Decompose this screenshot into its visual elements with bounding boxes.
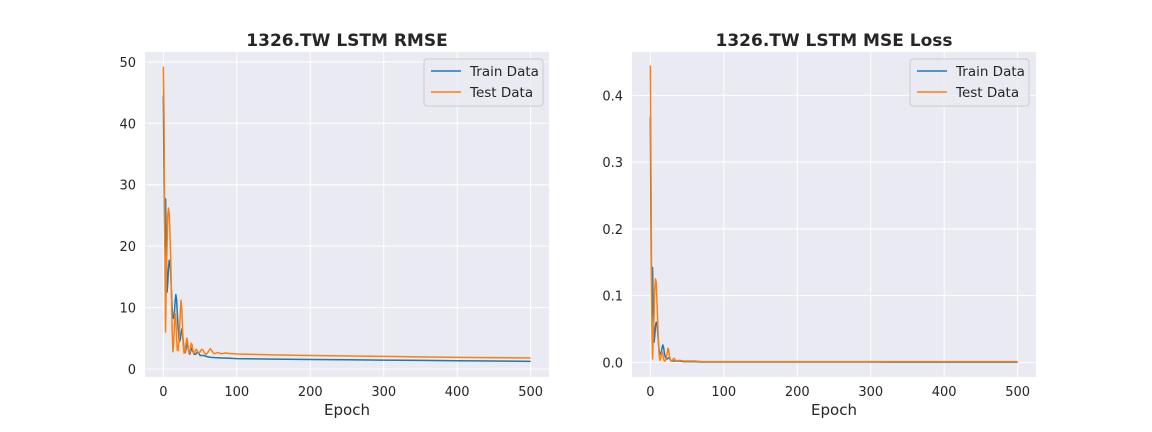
y-tick-label: 20 xyxy=(119,240,136,255)
x-tick-labels: 0 100 200 300 400 500 xyxy=(159,385,543,400)
series-line-test xyxy=(162,66,531,359)
y-tick-labels: 0 10 20 30 40 50 xyxy=(119,56,136,378)
grid-lines xyxy=(145,52,549,377)
rmse-chart-panel: 0 10 20 30 40 50 0 100 200 300 400 500 1326.TW LST… xyxy=(119,31,549,419)
chart-title: 1326.TW LSTM MSE Loss xyxy=(716,31,953,51)
legend-label-train: Train Data xyxy=(955,64,1025,80)
x-tick-labels: 0 100 200 300 400 500 xyxy=(646,385,1030,400)
x-tick-label: 400 xyxy=(932,385,957,400)
x-axis-label: Epoch xyxy=(811,401,857,419)
legend: Train Data Test Data xyxy=(909,58,1030,107)
x-tick-label: 200 xyxy=(785,385,810,400)
x-tick-label: 400 xyxy=(445,385,470,400)
y-tick-label: 10 xyxy=(119,302,136,317)
y-tick-label: 40 xyxy=(119,117,136,132)
x-tick-label: 300 xyxy=(858,385,883,400)
y-tick-label: 30 xyxy=(119,179,136,194)
y-tick-label: 0.0 xyxy=(602,356,623,371)
y-tick-label: 0 xyxy=(128,363,136,378)
legend-label-test: Test Data xyxy=(955,85,1019,101)
x-tick-label: 200 xyxy=(298,385,323,400)
series-line-test xyxy=(649,65,1018,363)
y-tick-label: 50 xyxy=(119,56,136,71)
chart-title: 1326.TW LSTM RMSE xyxy=(246,31,447,51)
x-tick-label: 500 xyxy=(518,385,543,400)
legend-label-train: Train Data xyxy=(469,64,539,80)
x-tick-label: 500 xyxy=(1005,385,1030,400)
series-lines xyxy=(649,65,1018,363)
mse-loss-chart-panel: 0.0 0.1 0.2 0.3 0.4 0 100 200 300 400 500 1326.TW… xyxy=(602,31,1036,419)
y-tick-label: 0.1 xyxy=(602,290,623,305)
x-tick-label: 0 xyxy=(159,385,167,400)
y-tick-labels: 0.0 0.1 0.2 0.3 0.4 xyxy=(602,89,623,371)
legend: Train Data Test Data xyxy=(423,58,544,107)
y-tick-label: 0.2 xyxy=(602,223,623,238)
y-tick-label: 0.4 xyxy=(602,89,623,104)
x-axis-label: Epoch xyxy=(324,401,370,419)
x-tick-label: 100 xyxy=(711,385,736,400)
x-tick-label: 300 xyxy=(371,385,396,400)
legend-label-test: Test Data xyxy=(469,85,533,101)
x-tick-label: 100 xyxy=(224,385,249,400)
x-tick-label: 0 xyxy=(646,385,654,400)
y-tick-label: 0.3 xyxy=(602,156,623,171)
series-lines xyxy=(162,66,531,363)
